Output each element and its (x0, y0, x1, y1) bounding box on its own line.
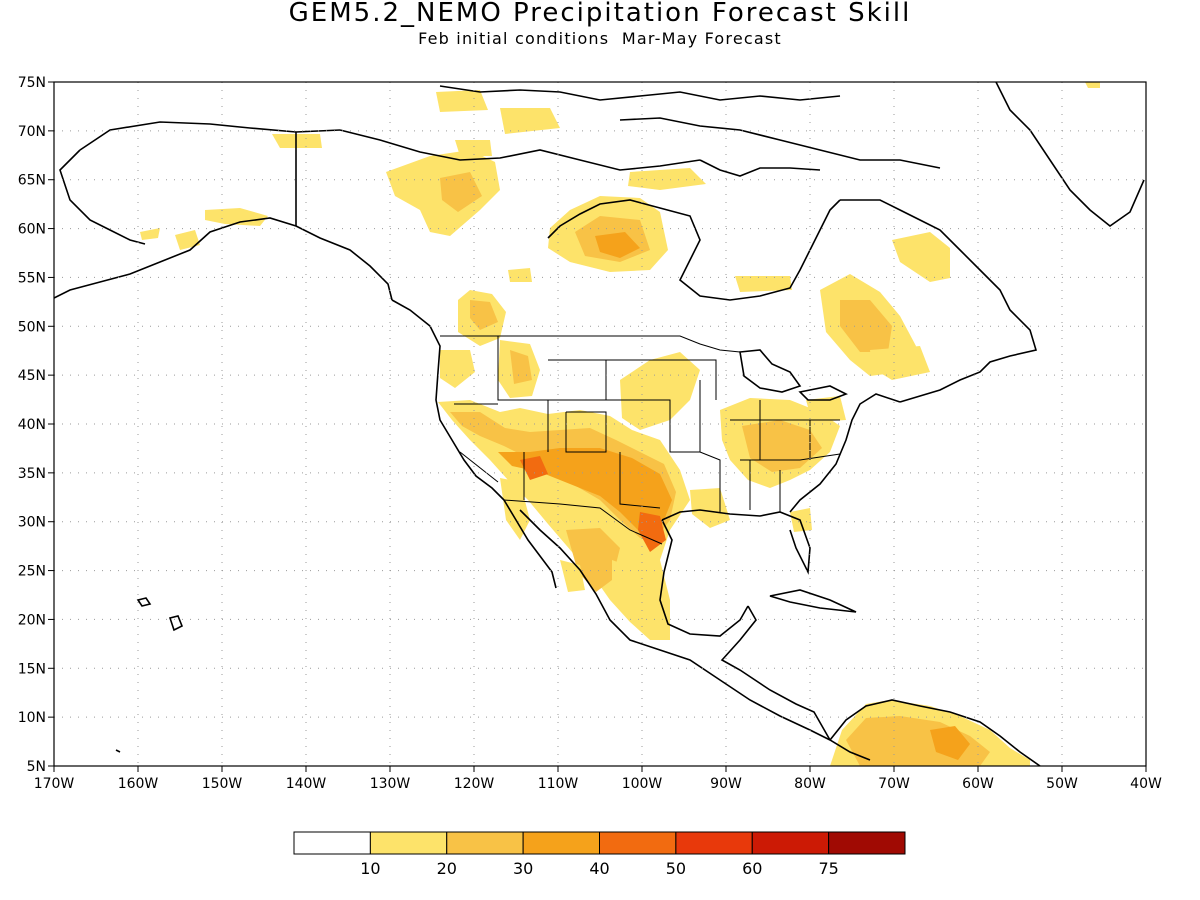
colorbar-level-label: 50 (666, 859, 686, 878)
lat-tick-label: 75N (18, 75, 46, 91)
colorbar-level-label: 40 (589, 859, 609, 878)
colorbar-swatch (751, 831, 830, 855)
lat-tick-label: 20N (18, 612, 46, 628)
colorbar-swatch (675, 831, 753, 855)
colorbar-level-label: 20 (437, 859, 457, 878)
lat-tick-label: 70N (18, 124, 46, 140)
colorbar-swatch (369, 831, 448, 855)
colorbar-level-label: 75 (818, 859, 838, 878)
lat-tick-label: 45N (18, 368, 46, 384)
lon-tick-label: 40W (1130, 776, 1162, 792)
lat-tick-label: 40N (18, 417, 46, 433)
colorbar-swatch (599, 831, 677, 855)
lat-tick-label: 10N (18, 710, 46, 726)
map-title: GEM5.2_NEMO Precipitation Forecast Skill (288, 0, 912, 28)
state-borders (440, 335, 841, 545)
lon-tick-label: 90W (710, 776, 742, 792)
colorbar-swatch (522, 831, 600, 855)
lon-tick-label: 110W (538, 776, 579, 792)
lon-tick-label: 100W (622, 776, 663, 792)
lon-tick-label: 60W (962, 776, 994, 792)
colorbar: 10 20 30 40 50 60 75 (293, 831, 906, 878)
colorbar-level-label: 30 (513, 859, 533, 878)
lon-tick-label: 160W (118, 776, 159, 792)
colorbar-swatch (293, 831, 371, 855)
lon-tick-label: 50W (1046, 776, 1078, 792)
lat-tick-label: 5N (27, 759, 46, 775)
longitude-axis: 170W 160W 150W 140W 130W 120W 110W 100W 90W 80W 70… (34, 766, 1162, 792)
colorbar-swatch (828, 831, 906, 855)
lon-tick-label: 170W (34, 776, 75, 792)
lon-tick-label: 130W (370, 776, 411, 792)
colorbar-level-label: 10 (360, 859, 380, 878)
lat-tick-label: 50N (18, 319, 46, 335)
map-subtitle: Feb initial conditions Mar-May Forecast (418, 29, 782, 48)
colorbar-swatch (446, 831, 524, 855)
lon-tick-label: 120W (454, 776, 495, 792)
colorbar-level-label: 60 (742, 859, 762, 878)
lon-tick-label: 140W (286, 776, 327, 792)
lon-tick-label: 150W (202, 776, 243, 792)
lat-tick-label: 55N (18, 270, 46, 286)
lon-tick-label: 70W (878, 776, 910, 792)
lat-tick-label: 15N (18, 661, 46, 677)
lon-tick-label: 80W (794, 776, 826, 792)
latitude-axis: 75N 70N 65N 60N 55N 50N 45N 40N 35N 30N 25N 20N 15N 1… (18, 75, 54, 775)
lat-tick-label: 35N (18, 466, 46, 482)
lat-tick-label: 60N (18, 222, 46, 238)
lat-tick-label: 30N (18, 515, 46, 531)
coastlines (54, 82, 1145, 766)
lat-tick-label: 25N (18, 564, 46, 580)
lat-tick-label: 65N (18, 173, 46, 189)
